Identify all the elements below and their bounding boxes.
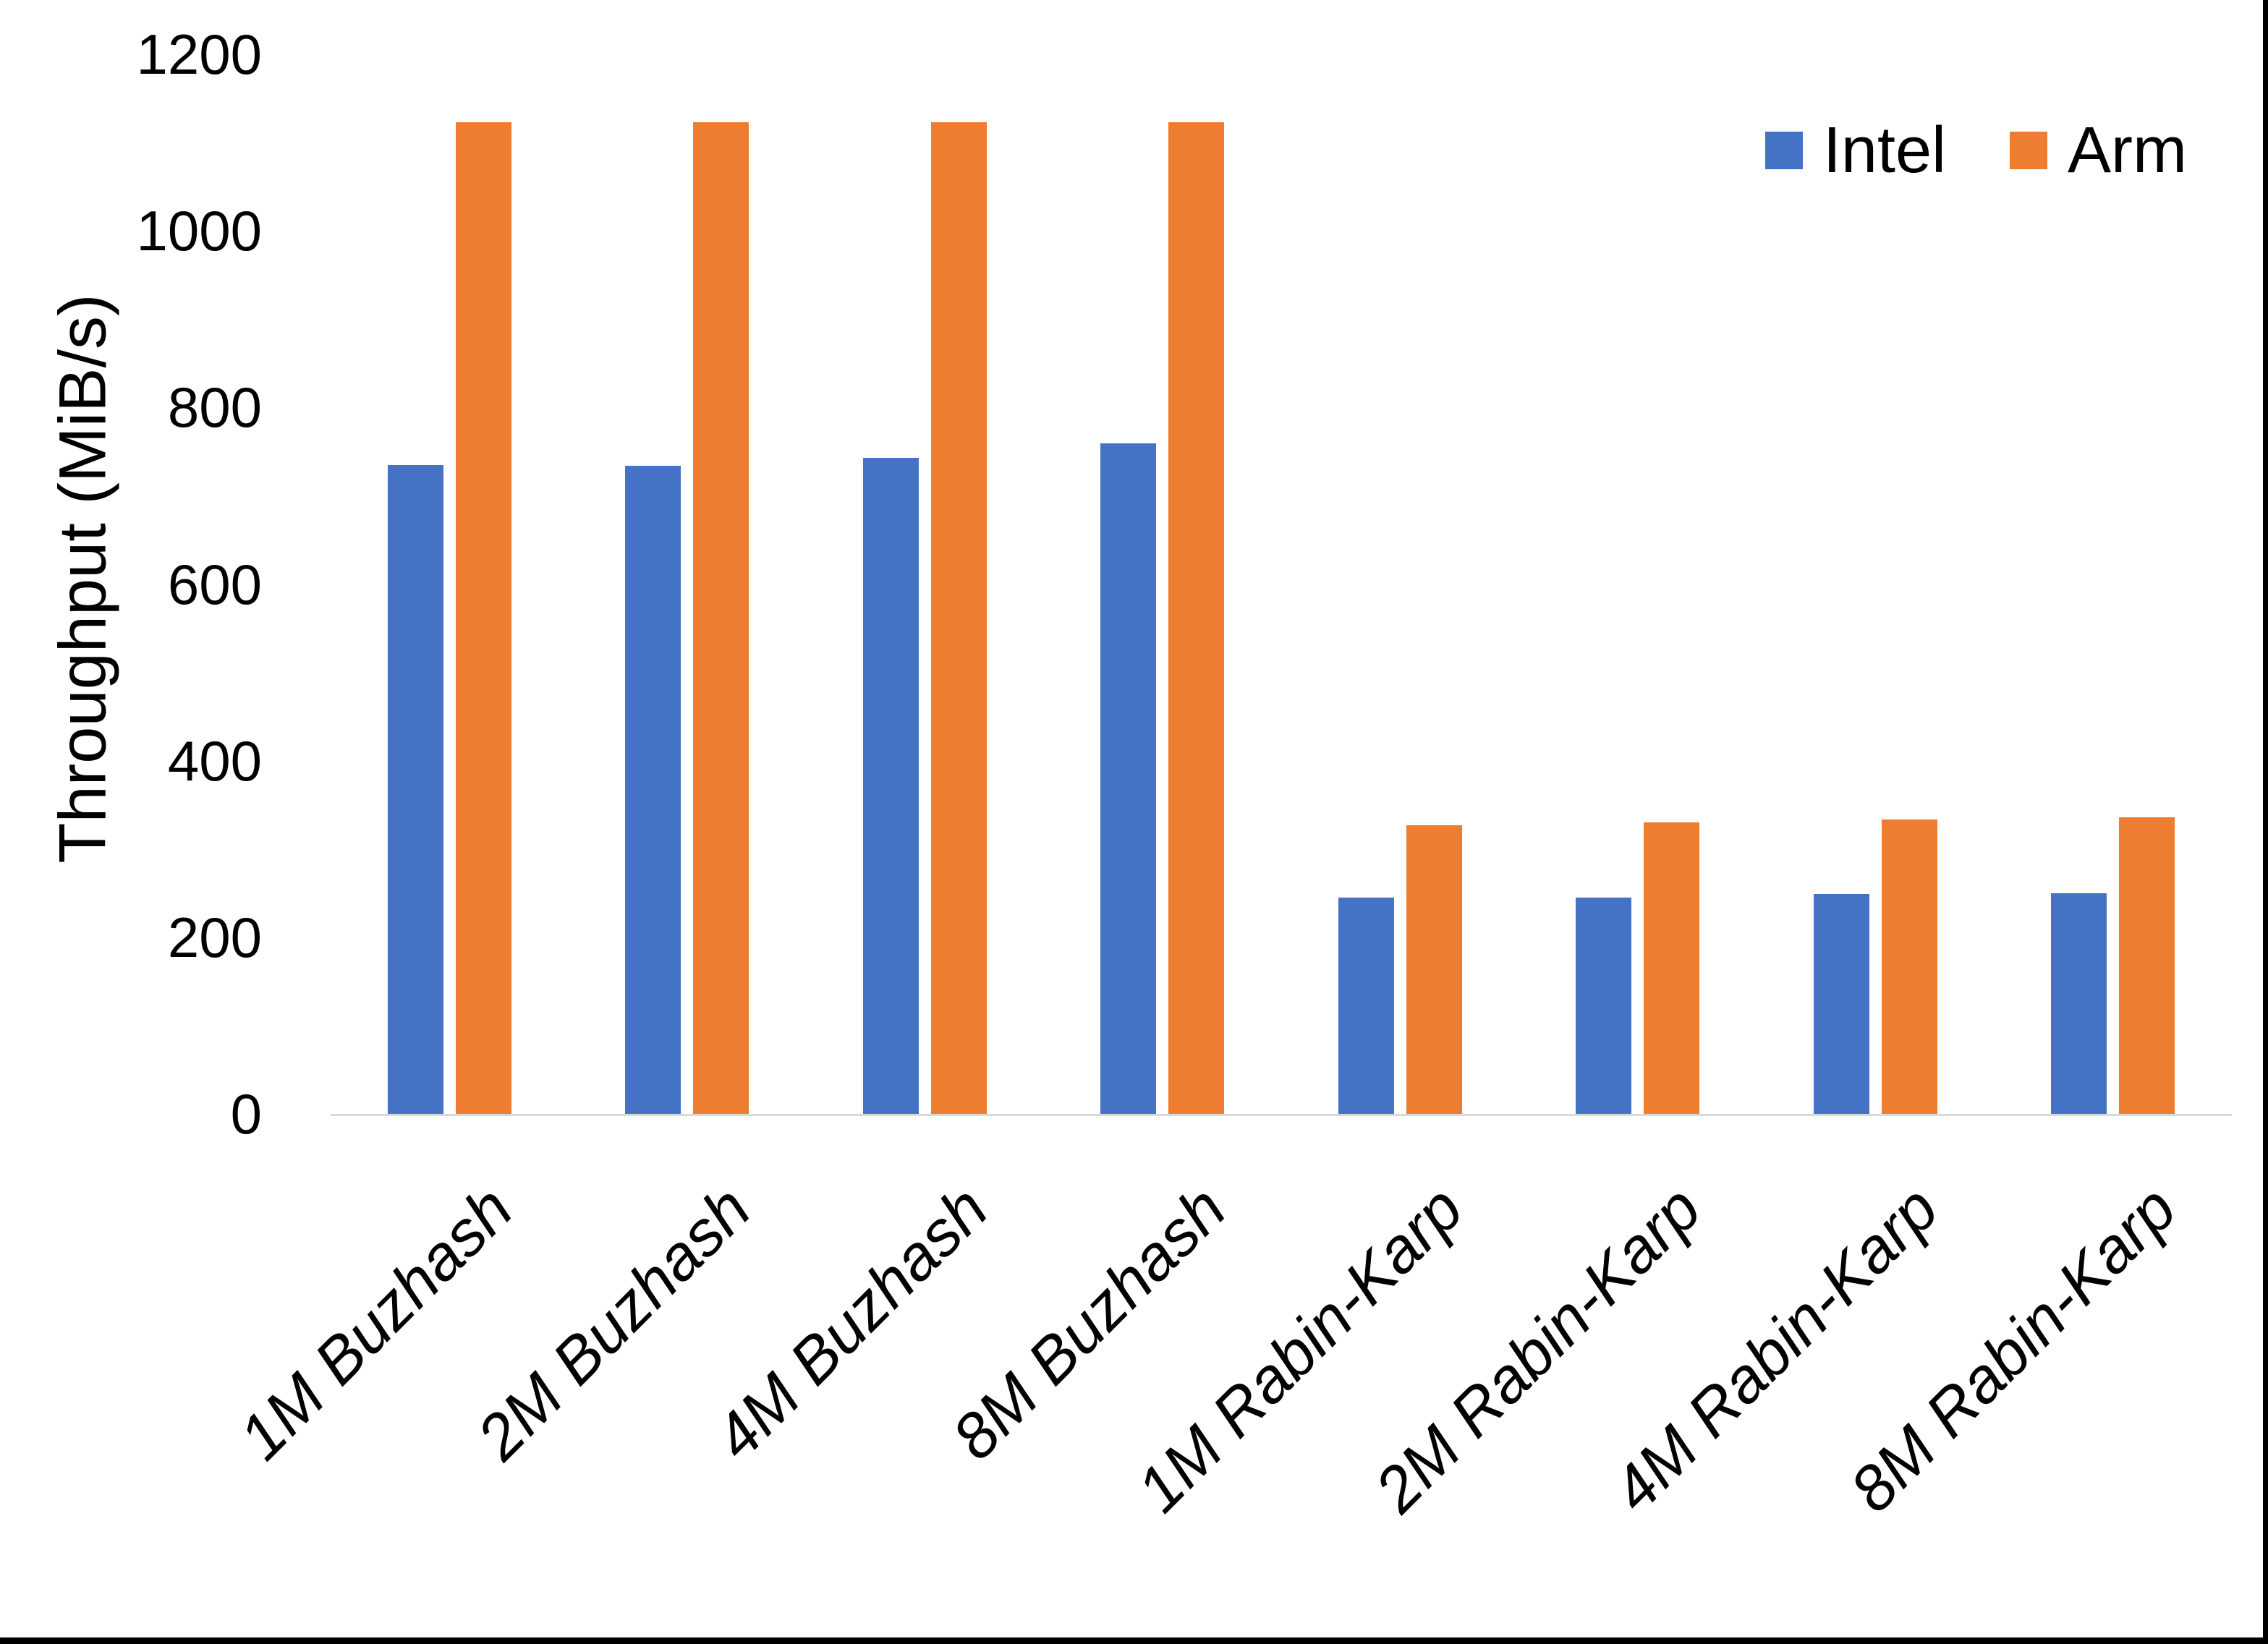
legend: Intel Arm [1764, 114, 2187, 187]
legend-label-intel: Intel [1822, 114, 1947, 187]
bar-arm-2m-rabin-karp [1644, 822, 1699, 1114]
y-tick-label-1000: 1000 [136, 199, 262, 263]
bar-arm-1m-rabin-karp [1406, 825, 1462, 1114]
x-category-label-4m-buzhash: 4M Buzhash [700, 1172, 1001, 1473]
y-tick-label-0: 0 [230, 1082, 262, 1146]
bar-arm-1m-buzhash [456, 122, 511, 1114]
x-category-label-8m-buzhash: 8M Buzhash [938, 1172, 1239, 1473]
legend-item-intel: Intel [1764, 114, 1947, 187]
y-tick-label-400: 400 [167, 729, 262, 793]
bar-intel-1m-rabin-karp [1338, 898, 1394, 1114]
legend-item-arm: Arm [2010, 118, 2187, 183]
bar-arm-4m-rabin-karp [1882, 819, 1937, 1114]
plot-area [331, 54, 2232, 1116]
bar-arm-2m-buzhash [693, 122, 749, 1114]
bar-intel-2m-buzhash [625, 466, 681, 1114]
x-category-label-2m-buzhash: 2M Buzhash [462, 1172, 764, 1473]
legend-swatch-intel [1764, 132, 1803, 169]
legend-label-arm: Arm [2068, 114, 2187, 187]
bar-arm-4m-buzhash [931, 122, 987, 1114]
bar-arm-8m-buzhash [1168, 122, 1224, 1114]
x-category-label-8m-rabin-karp: 8M Rabin-Karp [1836, 1172, 2190, 1526]
y-tick-label-200: 200 [167, 906, 262, 969]
bar-intel-8m-rabin-karp [2051, 893, 2107, 1114]
y-tick-label-800: 800 [167, 375, 262, 439]
x-category-label-1m-rabin-karp: 1M Rabin-Karp [1123, 1172, 1477, 1526]
x-category-label-2m-rabin-karp: 2M Rabin-Karp [1361, 1172, 1715, 1526]
bar-intel-4m-rabin-karp [1814, 894, 1869, 1114]
x-category-label-4m-rabin-karp: 4M Rabin-Karp [1598, 1172, 1952, 1526]
y-axis-tick-labels: 0 200 400 600 800 1000 1200 [0, 26, 262, 1142]
y-tick-label-1200: 1200 [136, 22, 262, 86]
bar-arm-8m-rabin-karp [2119, 817, 2175, 1114]
legend-swatch-arm [2010, 132, 2048, 169]
bar-intel-1m-buzhash [388, 465, 443, 1114]
bar-intel-2m-rabin-karp [1576, 898, 1631, 1114]
x-category-label-1m-buzhash: 1M Buzhash [224, 1172, 526, 1473]
bar-intel-8m-buzhash [1100, 443, 1156, 1114]
y-tick-label-600: 600 [167, 553, 262, 616]
bar-intel-4m-buzhash [863, 458, 919, 1114]
